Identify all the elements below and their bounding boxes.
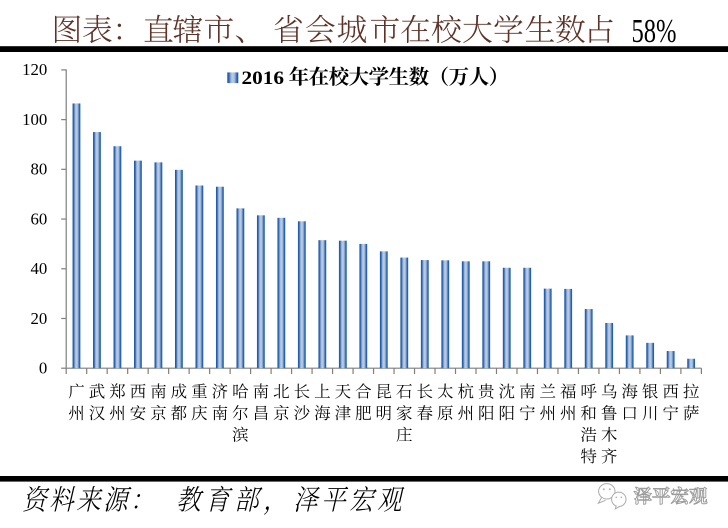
svg-text:58%: 58%: [632, 13, 677, 50]
svg-text:2016: 2016: [242, 68, 285, 89]
svg-text:100: 100: [22, 110, 47, 129]
svg-text:120: 120: [22, 60, 47, 79]
svg-text:40: 40: [31, 259, 48, 278]
svg-text:20: 20: [31, 309, 48, 328]
svg-text:0: 0: [39, 359, 47, 378]
svg-text:60: 60: [31, 209, 48, 228]
svg-text:80: 80: [31, 160, 48, 179]
